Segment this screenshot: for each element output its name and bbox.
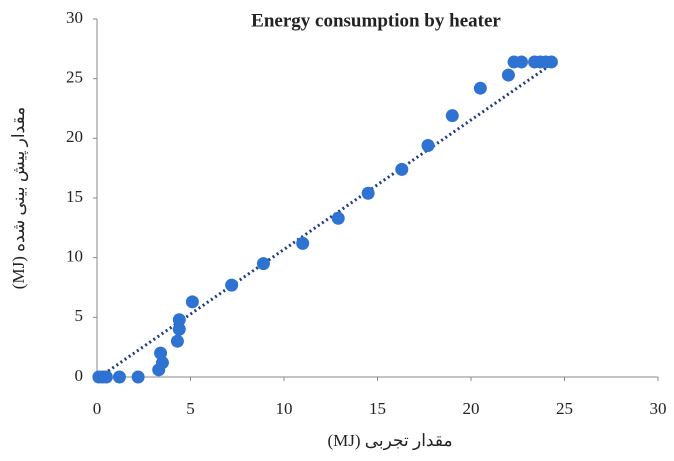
- x-tick-label: 25: [556, 399, 573, 418]
- point: [172, 322, 186, 336]
- x-tick-label: 20: [463, 399, 480, 418]
- point: [225, 278, 239, 292]
- point: [99, 370, 113, 384]
- point: [514, 55, 528, 69]
- point: [256, 257, 270, 271]
- point: [170, 334, 184, 348]
- point: [473, 81, 487, 95]
- x-tick-label: 10: [276, 399, 293, 418]
- x-axis-label: (MJ) مقدار تجربی: [327, 431, 452, 451]
- x-tick-label: 0: [93, 399, 102, 418]
- point: [501, 68, 515, 82]
- y-tick-label: 15: [66, 187, 83, 206]
- y-tick-label: 25: [66, 68, 83, 87]
- x-tick-label: 5: [186, 399, 195, 418]
- point: [445, 109, 459, 123]
- y-tick-label: 30: [66, 8, 83, 27]
- point: [395, 162, 409, 176]
- y-tick-label: 20: [66, 127, 83, 146]
- point: [154, 346, 168, 360]
- y-axis-label: (MJ) مقدار پیش بینی شده: [9, 107, 29, 289]
- point: [172, 313, 186, 327]
- chart-title: Energy consumption by heater: [251, 10, 501, 31]
- point: [185, 295, 199, 309]
- point: [361, 186, 375, 200]
- point: [331, 211, 345, 225]
- point: [131, 370, 145, 384]
- y-tick-label: 0: [75, 366, 84, 385]
- point: [544, 55, 558, 69]
- point: [296, 236, 310, 250]
- point: [421, 138, 435, 152]
- point: [112, 370, 126, 384]
- y-tick-label: 5: [75, 306, 84, 325]
- x-tick-label: 30: [650, 399, 667, 418]
- x-tick-label: 15: [369, 399, 386, 418]
- y-tick-label: 10: [66, 247, 83, 266]
